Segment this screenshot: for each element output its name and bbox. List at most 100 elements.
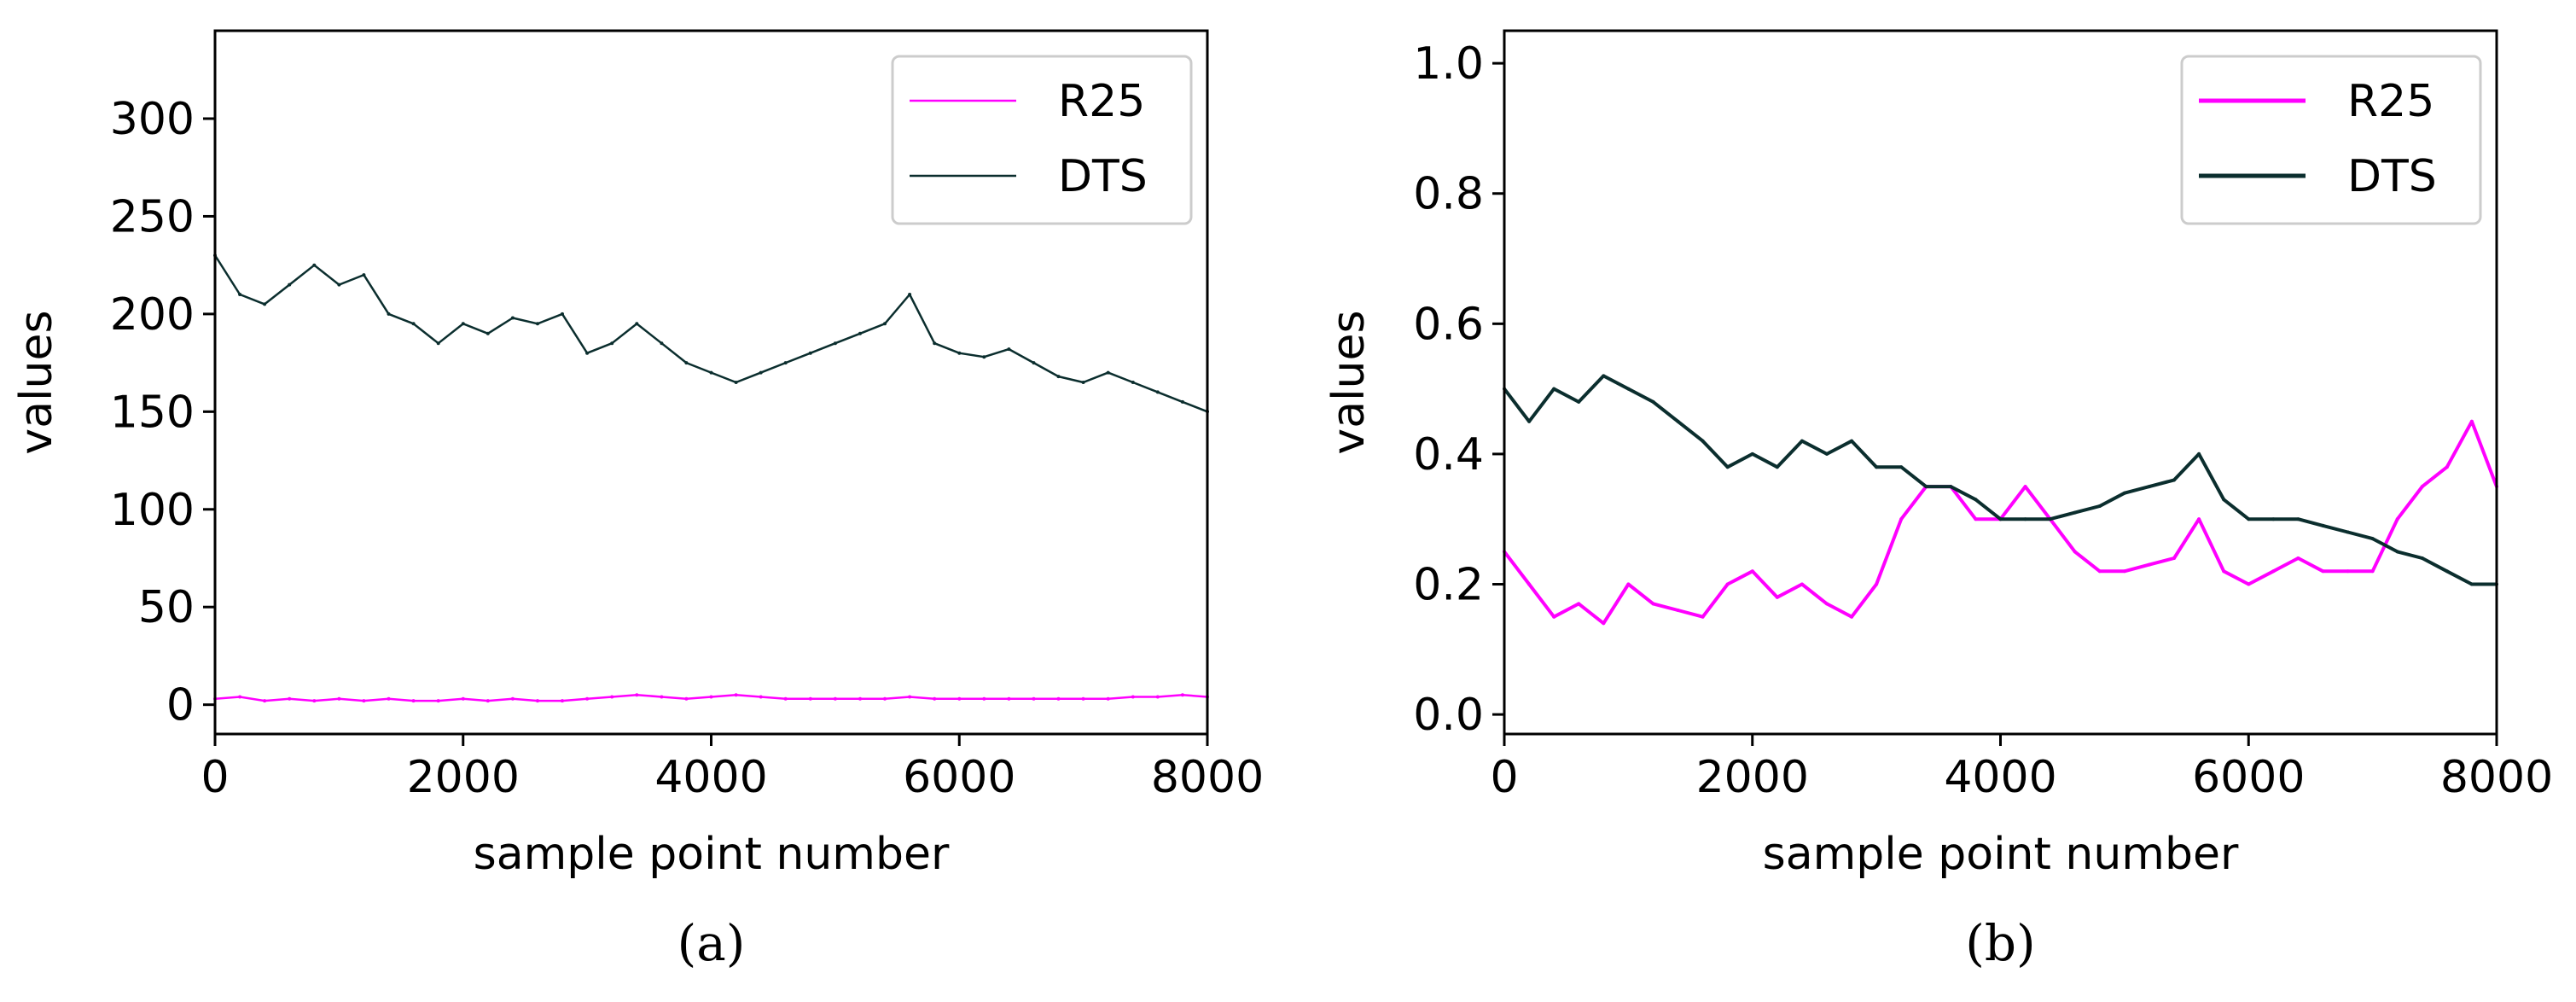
data-point-r25 (1106, 696, 1110, 701)
data-point-r25 (2247, 582, 2251, 586)
y-tick-label: 0.0 (1413, 690, 1484, 741)
data-point-dts (684, 361, 689, 365)
y-tick-label: 300 (110, 94, 195, 145)
data-point-dts (1056, 375, 1061, 379)
data-point-r25 (1032, 696, 1036, 701)
y-tick-label: 0.4 (1413, 429, 1484, 481)
data-point-dts (833, 341, 837, 346)
data-point-dts (808, 351, 812, 355)
data-point-r25 (1825, 602, 1829, 606)
data-point-dts (1850, 439, 1854, 443)
data-point-dts (2395, 550, 2399, 554)
data-point-dts (2073, 510, 2077, 515)
data-point-r25 (1081, 696, 1085, 701)
data-point-r25 (759, 695, 763, 699)
x-axis-label-a: sample point number (474, 829, 950, 880)
data-point-dts (288, 283, 292, 287)
data-point-r25 (1577, 602, 1581, 606)
data-point-r25 (2296, 556, 2300, 560)
legend-label-dts: DTS (1058, 151, 1148, 202)
data-point-dts (2197, 451, 2201, 456)
y-tick-label: 200 (110, 289, 195, 341)
data-point-dts (510, 316, 515, 320)
data-point-dts (1626, 387, 1631, 391)
data-point-dts (1602, 374, 1606, 378)
data-point-dts (561, 312, 564, 316)
legend-label-r25: R25 (1058, 76, 1145, 127)
data-point-r25 (1701, 615, 1705, 619)
data-point-r25 (1056, 696, 1061, 701)
x-tick-label: 4000 (654, 752, 767, 803)
data-point-r25 (833, 696, 837, 701)
x-tick-label: 4000 (1944, 752, 2056, 803)
data-point-r25 (2445, 465, 2449, 469)
data-point-r25 (1725, 582, 1730, 586)
data-point-dts (1106, 370, 1110, 375)
data-point-dts (1701, 439, 1705, 443)
data-point-dts (2271, 517, 2276, 521)
y-tick-label: 100 (110, 485, 195, 536)
data-point-r25 (858, 696, 862, 701)
data-point-dts (263, 302, 267, 306)
data-point-dts (908, 293, 912, 296)
data-point-r25 (1180, 693, 1184, 697)
y-ticks-b: 0.0 0.2 0.4 0.6 0.8 1.0 (1413, 38, 1504, 741)
data-point-dts (486, 331, 490, 335)
data-point-r25 (982, 696, 986, 701)
data-point-r25 (2469, 419, 2474, 423)
data-point-r25 (411, 699, 416, 703)
data-point-r25 (1800, 582, 1804, 586)
data-point-r25 (536, 699, 539, 703)
caption-b: (b) (1965, 914, 2035, 972)
data-point-r25 (908, 695, 912, 699)
data-point-dts (2048, 517, 2052, 521)
data-point-dts (783, 361, 788, 365)
series-line-dts-b (1503, 374, 2497, 586)
legend-label-r25: R25 (2347, 76, 2434, 127)
y-tick-label: 0.2 (1413, 560, 1484, 611)
data-point-dts (610, 341, 614, 346)
x-tick-label: 6000 (903, 752, 1015, 803)
caption-a: (a) (677, 914, 746, 972)
data-point-r25 (1007, 696, 1011, 701)
data-point-dts (387, 312, 391, 316)
data-point-dts (585, 351, 590, 355)
y-tick-label: 0 (166, 680, 195, 731)
data-point-r25 (660, 695, 664, 699)
data-point-r25 (387, 696, 391, 701)
data-point-r25 (933, 696, 937, 701)
data-point-r25 (1602, 621, 1606, 626)
data-point-dts (2370, 537, 2375, 541)
data-point-dts (337, 283, 341, 287)
data-point-dts (2420, 556, 2424, 560)
data-point-r25 (684, 696, 689, 701)
y-tick-label: 150 (110, 387, 195, 438)
data-point-r25 (808, 696, 812, 701)
y-tick-label: 250 (110, 191, 195, 242)
data-point-r25 (263, 699, 267, 703)
data-point-r25 (461, 696, 465, 701)
data-point-dts (2469, 582, 2474, 586)
data-point-dts (1924, 485, 1928, 489)
data-point-r25 (1527, 582, 1532, 586)
data-point-dts (2222, 498, 2226, 502)
data-point-r25 (2395, 517, 2399, 521)
lines-a (213, 253, 1209, 703)
data-point-dts (1577, 399, 1581, 404)
data-point-r25 (2197, 517, 2201, 521)
data-point-r25 (2271, 569, 2276, 574)
data-point-dts (1899, 465, 1904, 469)
y-tick-label: 0.8 (1413, 169, 1484, 220)
data-point-r25 (1552, 615, 1556, 619)
data-point-r25 (2346, 569, 2350, 574)
data-point-r25 (1875, 582, 1879, 586)
data-point-r25 (1899, 517, 1904, 521)
data-point-dts (1750, 451, 1754, 456)
data-point-r25 (1131, 695, 1135, 699)
data-point-r25 (1850, 615, 1854, 619)
y-tick-label: 50 (138, 582, 195, 633)
data-point-dts (1800, 439, 1804, 443)
x-tick-label: 2000 (407, 752, 520, 803)
data-point-dts (362, 273, 366, 277)
